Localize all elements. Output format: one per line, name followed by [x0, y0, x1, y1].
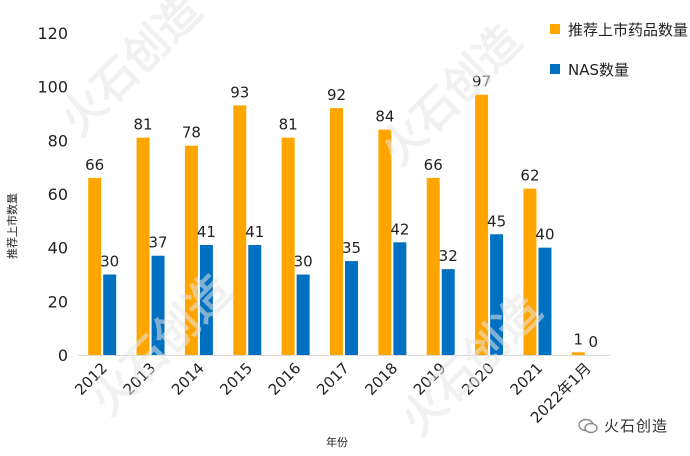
- x-tick-label: 2016: [265, 359, 305, 399]
- x-tick-label: 2015: [216, 359, 256, 399]
- data-label: 35: [342, 239, 361, 257]
- data-label: 81: [133, 116, 152, 134]
- legend-swatch-blue: [550, 64, 560, 74]
- bar-nas-2019: [441, 269, 455, 355]
- bar-recommended-2016: [281, 137, 295, 355]
- data-label: 81: [279, 116, 298, 134]
- bar-nas-2015: [248, 244, 262, 355]
- legend-item-series-2: NAS数量: [550, 58, 688, 80]
- data-label: 0: [589, 333, 599, 351]
- bar-recommended-2015: [233, 105, 247, 355]
- data-label: 32: [439, 247, 458, 265]
- data-label: 92: [327, 86, 346, 104]
- y-tick-label: 0: [58, 346, 68, 365]
- y-axis-label: 推荐上市数量: [6, 193, 19, 259]
- bar-recommended-2021: [523, 188, 537, 355]
- bar-recommended-2013: [136, 137, 150, 355]
- bar-recommended-2018: [378, 129, 392, 355]
- bar-nas-2017: [345, 261, 358, 355]
- bar-nas-2013: [151, 255, 165, 355]
- bar-nas-2012: [103, 274, 117, 355]
- bar-nas-2021: [538, 247, 552, 355]
- data-label: 78: [182, 124, 201, 142]
- bar-recommended-2019: [426, 177, 440, 355]
- y-tick-label: 100: [37, 78, 68, 97]
- bar-recommended-2012: [88, 177, 102, 355]
- y-tick-label: 80: [48, 131, 68, 150]
- x-tick-label: 2021: [507, 359, 547, 399]
- y-tick-label: 120: [37, 24, 68, 43]
- legend-label: 推荐上市药品数量: [568, 20, 689, 39]
- data-label: 84: [375, 108, 394, 126]
- brand-name: 火石创造: [603, 417, 668, 435]
- bar-recommended-2020: [475, 94, 489, 355]
- data-label: 41: [197, 223, 216, 241]
- data-label: 62: [520, 167, 539, 185]
- bar-nas-2018: [393, 242, 407, 355]
- data-label: 1: [574, 330, 584, 348]
- legend-label: NAS数量: [568, 60, 630, 79]
- bar-recommended-2017: [330, 108, 343, 355]
- data-label: 41: [245, 223, 264, 241]
- x-axis-label: 年份: [326, 436, 348, 449]
- bar-nas-2014: [199, 244, 213, 355]
- data-label: 97: [472, 73, 491, 91]
- data-label: 66: [424, 156, 443, 174]
- x-tick-label: 2017: [313, 359, 353, 399]
- legend-swatch-orange: [550, 24, 560, 34]
- bar-recommended-2014: [184, 145, 198, 355]
- legend-item-series-1: 推荐上市药品数量: [550, 18, 688, 40]
- bar-nas-2020: [490, 234, 504, 355]
- legend: 推荐上市药品数量 NAS数量: [550, 18, 688, 98]
- y-tick-label: 20: [48, 292, 68, 311]
- data-label: 37: [148, 234, 167, 252]
- data-label: 30: [294, 253, 313, 271]
- wechat-icon: [578, 418, 598, 433]
- y-tick-label: 60: [48, 185, 68, 204]
- data-label: 30: [100, 253, 119, 271]
- data-label: 93: [230, 83, 249, 101]
- data-label: 66: [85, 156, 104, 174]
- data-label: 42: [390, 220, 409, 238]
- brand-watermark: 火石创造: [578, 415, 668, 436]
- data-label: 40: [535, 226, 554, 244]
- bar-recommended-2022年1月: [571, 352, 585, 355]
- bar-nas-2016: [296, 274, 310, 355]
- data-label: 45: [487, 212, 506, 230]
- y-tick-label: 40: [48, 239, 68, 258]
